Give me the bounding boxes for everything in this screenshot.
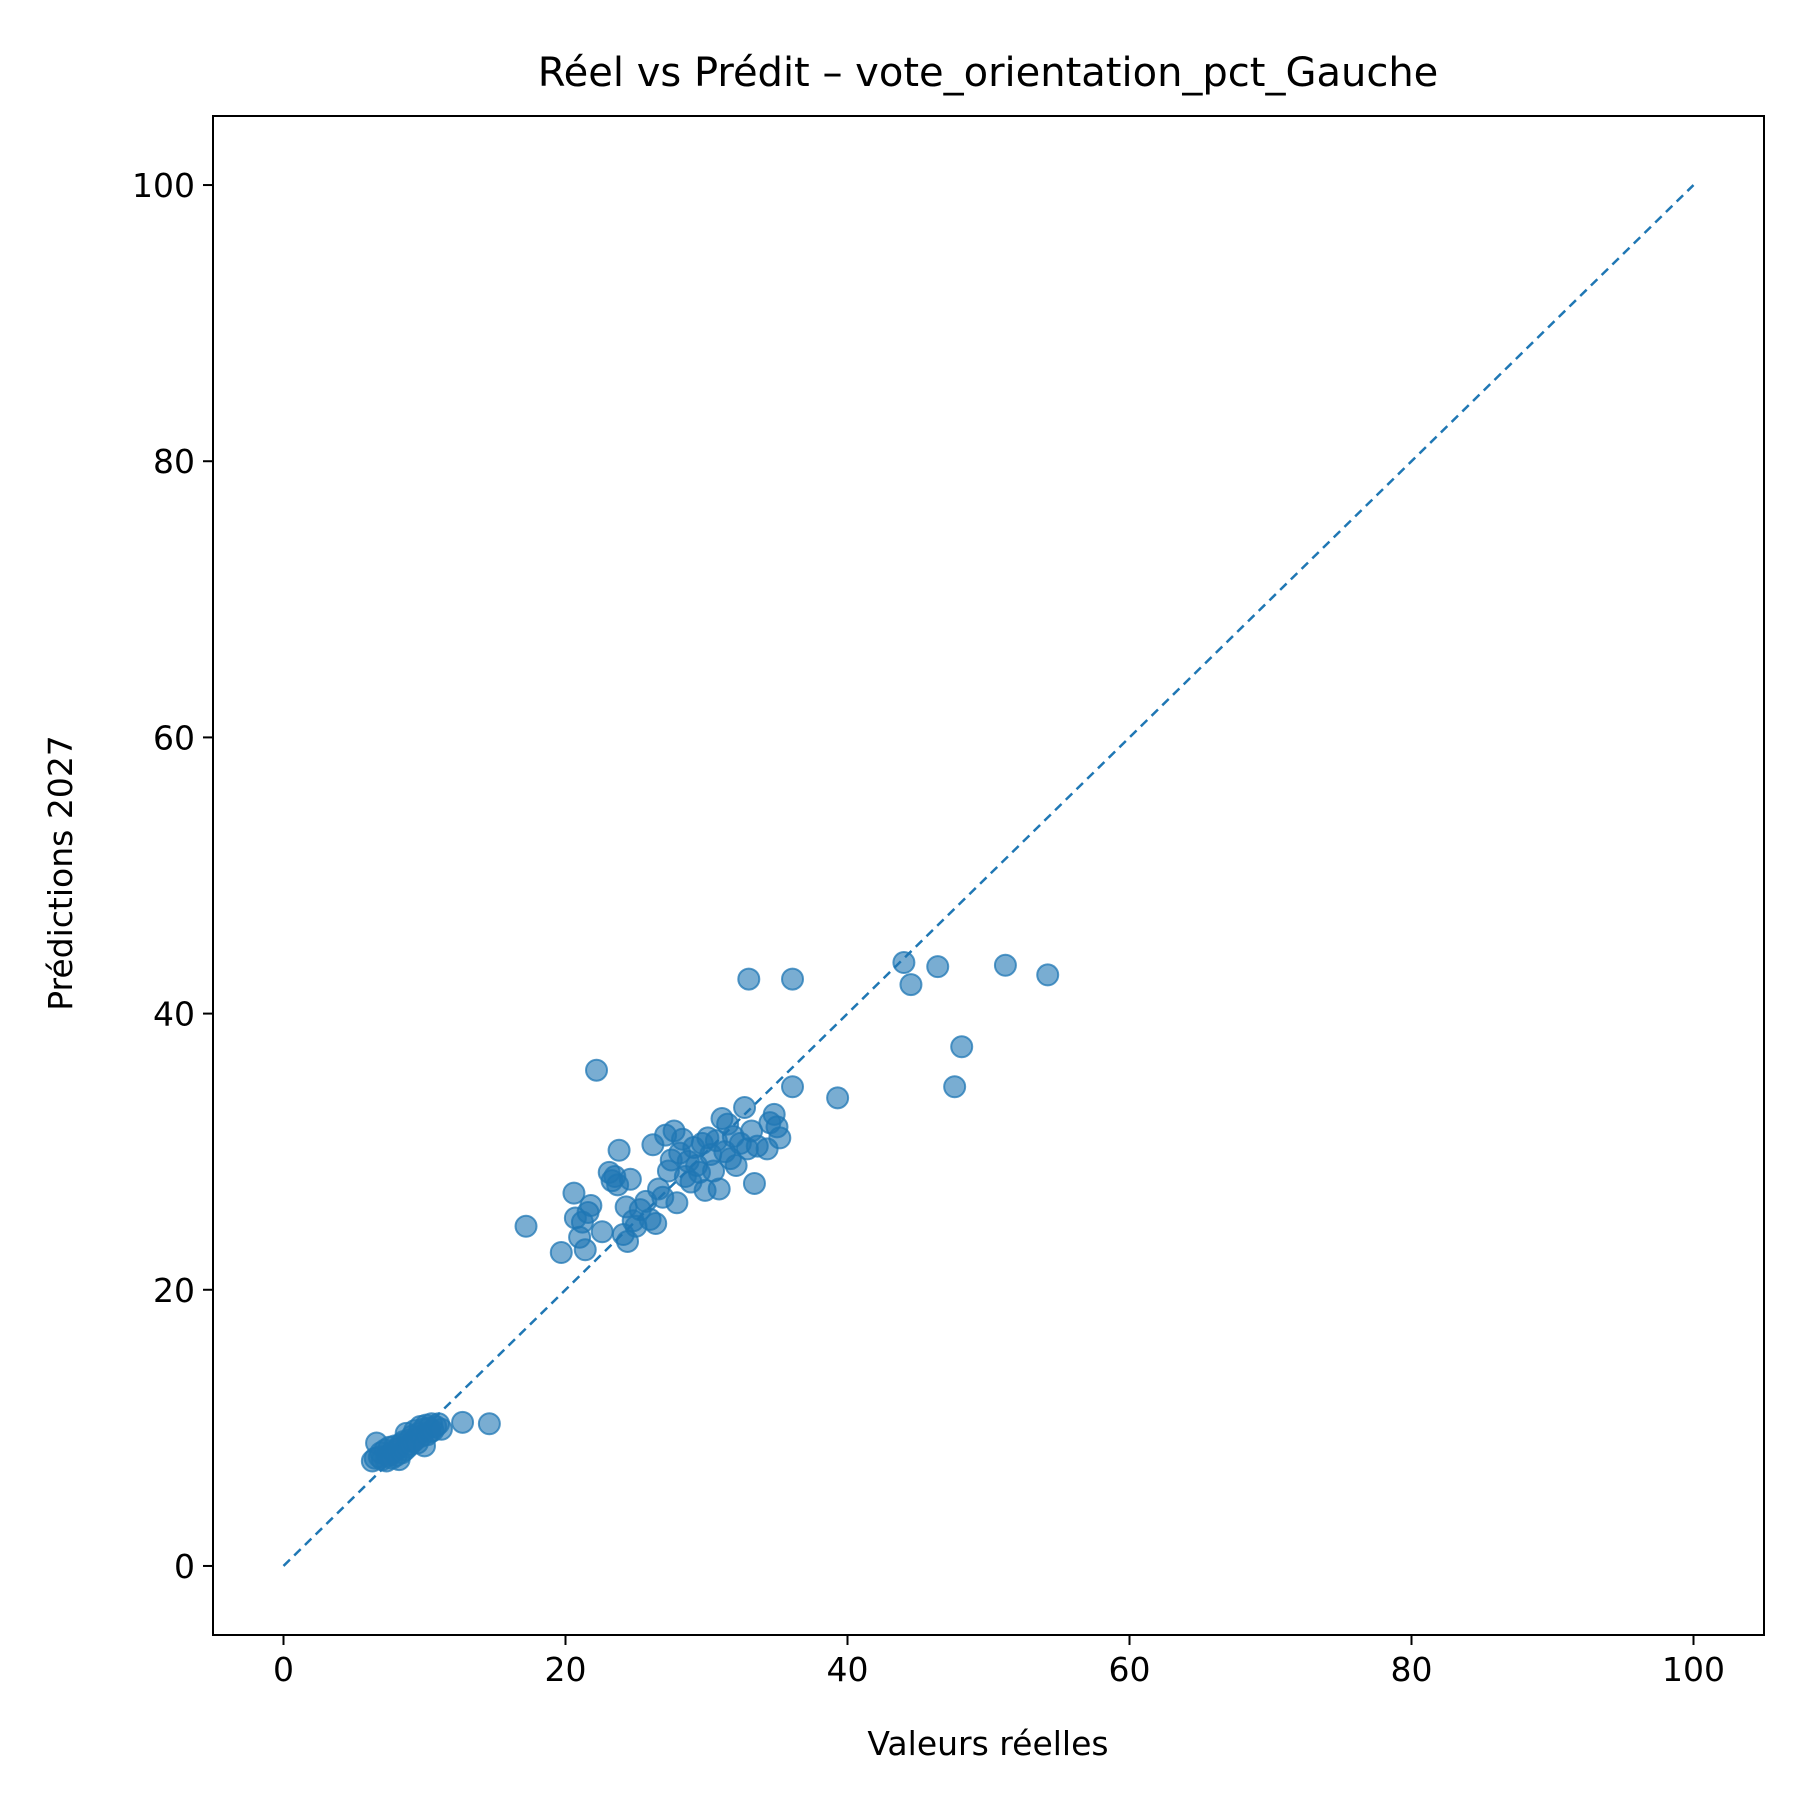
x-tick-label: 40 bbox=[827, 1650, 869, 1689]
x-tick-label: 100 bbox=[1662, 1650, 1725, 1689]
data-point bbox=[429, 1417, 453, 1441]
y-tick-label: 40 bbox=[153, 995, 195, 1034]
x-tick-label: 60 bbox=[1109, 1650, 1151, 1689]
y-axis-ticks: 0 20 40 60 80 100 bbox=[132, 166, 213, 1586]
data-point bbox=[1036, 963, 1060, 987]
data-point bbox=[562, 1181, 586, 1205]
x-tick-label: 20 bbox=[545, 1650, 587, 1689]
data-point bbox=[549, 1240, 573, 1264]
points-layer bbox=[360, 950, 1060, 1473]
data-point bbox=[514, 1214, 538, 1238]
y-tick-label: 60 bbox=[153, 718, 195, 757]
reference-line-layer bbox=[282, 184, 1695, 1567]
data-point bbox=[943, 1075, 967, 1099]
x-axis-ticks: 0 20 40 60 80 100 bbox=[273, 1635, 1725, 1689]
data-point bbox=[579, 1194, 603, 1218]
x-axis-label: Valeurs réelles bbox=[867, 1724, 1108, 1763]
y-tick-label: 20 bbox=[153, 1271, 195, 1310]
data-point bbox=[742, 1171, 766, 1195]
data-point bbox=[737, 967, 761, 991]
data-point bbox=[768, 1126, 792, 1150]
data-point bbox=[781, 967, 805, 991]
y-axis-label: Prédictions 2027 bbox=[41, 735, 80, 1011]
data-point bbox=[618, 1167, 642, 1191]
data-point bbox=[950, 1035, 974, 1059]
x-tick-label: 0 bbox=[273, 1650, 294, 1689]
data-point bbox=[607, 1138, 631, 1162]
reference-line bbox=[282, 184, 1695, 1567]
data-point bbox=[993, 953, 1017, 977]
data-point bbox=[733, 1095, 757, 1119]
y-tick-label: 0 bbox=[174, 1547, 195, 1586]
data-point bbox=[644, 1211, 668, 1235]
data-point bbox=[665, 1191, 689, 1215]
data-point bbox=[573, 1238, 597, 1262]
data-point bbox=[707, 1177, 731, 1201]
x-tick-label: 80 bbox=[1391, 1650, 1433, 1689]
data-point bbox=[724, 1153, 748, 1177]
data-point bbox=[781, 1075, 805, 1099]
data-point bbox=[892, 950, 916, 974]
data-point bbox=[826, 1086, 850, 1110]
chart-title: Réel vs Prédit – vote_orientation_pct_Ga… bbox=[538, 50, 1439, 96]
y-tick-label: 80 bbox=[153, 442, 195, 481]
plot-frame bbox=[212, 115, 1765, 1636]
y-tick-label: 100 bbox=[132, 166, 195, 205]
data-point bbox=[451, 1410, 475, 1434]
data-point bbox=[590, 1220, 614, 1244]
data-point bbox=[926, 955, 950, 979]
data-point bbox=[477, 1412, 501, 1436]
data-point bbox=[585, 1058, 609, 1082]
data-point bbox=[899, 973, 923, 997]
